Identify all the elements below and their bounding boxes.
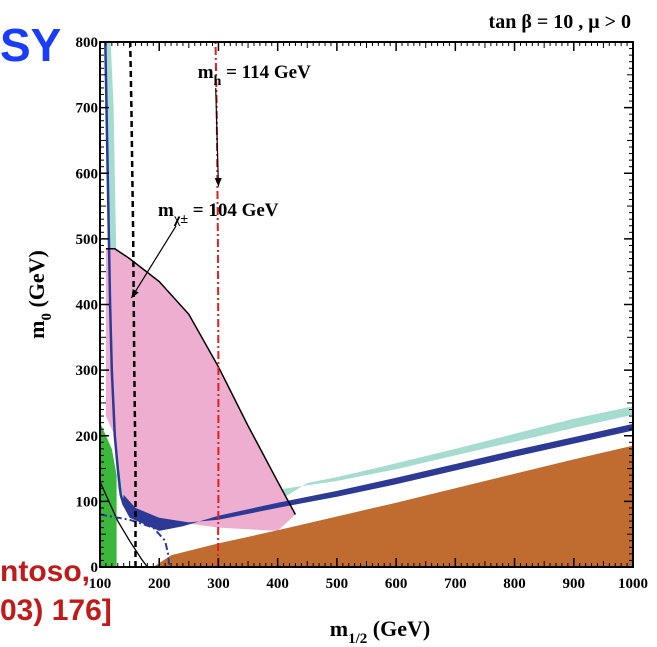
annotation-mh-arrow xyxy=(215,88,220,187)
y-axis-label-unit: (GeV) xyxy=(24,250,49,313)
y-tick-label: 200 xyxy=(76,429,99,445)
annotation-mchi: mχ± = 104 GeV xyxy=(158,200,279,227)
x-tick-label: 1000 xyxy=(618,576,648,592)
line-blue-dashdot xyxy=(100,513,171,567)
x-tick-label: 200 xyxy=(148,576,171,592)
line-blue-edge xyxy=(104,42,125,506)
x-tick-label: 700 xyxy=(444,576,467,592)
annotation-mchi-text: = 104 GeV xyxy=(188,200,279,221)
region-pink xyxy=(105,248,296,531)
y-axis-label: m0 (GeV) xyxy=(24,250,55,339)
annotation-mchi-main: m xyxy=(158,200,174,221)
y-axis-label-sub: 0 xyxy=(39,313,55,321)
chart-labels: tan β = 10 , μ > 0m1/2 (GeV)m0 (GeV)mh =… xyxy=(24,11,631,647)
annotation-mchi-arrowhead xyxy=(131,289,139,298)
overlay-fragment-bottom-1: ntoso, xyxy=(0,555,90,588)
chart-regions xyxy=(100,42,633,567)
x-tick-label: 800 xyxy=(503,576,526,592)
x-tick-label: 600 xyxy=(385,576,408,592)
y-tick-label: 0 xyxy=(91,560,99,576)
x-axis-label: m1/2 (GeV) xyxy=(330,616,430,647)
y-tick-label: 500 xyxy=(76,232,99,248)
y-tick-label: 300 xyxy=(76,363,99,379)
x-tick-label: 100 xyxy=(89,576,112,592)
y-tick-label: 100 xyxy=(76,494,99,510)
x-axis-label-unit: (GeV) xyxy=(367,616,430,641)
y-tick-label: 400 xyxy=(76,298,99,314)
overlay-fragment-bottom-2: 03) 176] xyxy=(0,594,112,627)
annotation-mchi-sub: χ± xyxy=(173,212,188,227)
line-pink-boundary xyxy=(105,247,297,515)
x-axis-label-main: m xyxy=(330,616,348,641)
annotation-mh: mh = 114 GeV xyxy=(198,62,311,89)
annotation-mh-sub: h xyxy=(214,74,222,89)
x-tick-label: 900 xyxy=(563,576,586,592)
x-tick-label: 500 xyxy=(326,576,349,592)
region-green xyxy=(100,422,117,567)
annotation-mh-main: m xyxy=(198,62,214,83)
region-brown xyxy=(153,445,633,567)
annotation-mh-text: = 114 GeV xyxy=(221,62,311,83)
y-tick-label: 800 xyxy=(76,35,99,51)
region-blue xyxy=(122,423,633,531)
x-tick-label: 300 xyxy=(207,576,230,592)
chart-title: tan β = 10 , μ > 0 xyxy=(489,11,631,33)
annotation-mchi-arrow xyxy=(130,225,177,299)
overlay-fragment-left: SY xyxy=(0,19,62,71)
chart-lines xyxy=(100,42,297,567)
x-axis-label-sub: 1/2 xyxy=(348,631,367,647)
line-black-left xyxy=(100,481,148,567)
y-axis-label-main: m xyxy=(24,321,49,339)
y-tick-label: 700 xyxy=(76,101,99,117)
annotation-mh-arrowhead xyxy=(214,177,222,187)
y-tick-label: 600 xyxy=(76,166,99,182)
x-tick-label: 400 xyxy=(266,576,289,592)
chart-axes: 100 200 300 400 500 600 700 800 900 1000010020030… xyxy=(76,35,649,592)
line-chargino xyxy=(128,42,137,567)
